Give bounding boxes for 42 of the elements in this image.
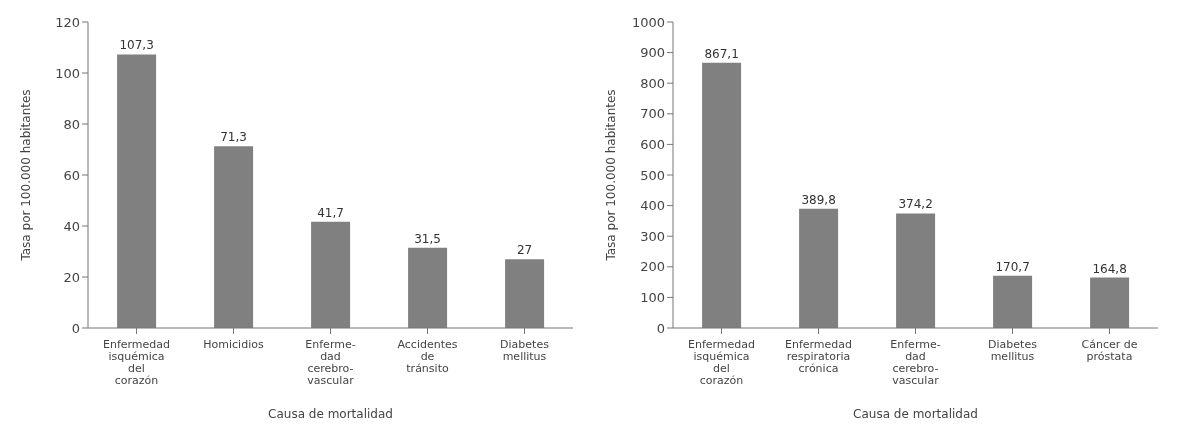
y-axis-title: Tasa por 100.000 habitantes xyxy=(604,89,619,262)
y-tick-label: 0 xyxy=(71,320,80,336)
x-tick-label: Diabetes mellitus xyxy=(500,338,550,363)
y-tick-label: 0 xyxy=(656,320,665,336)
y-tick-label: 500 xyxy=(640,167,665,183)
x-axis-title: Causa de mortalidad xyxy=(853,407,978,421)
x-tick-label: Cáncer de próstata xyxy=(1081,338,1138,363)
x-tick-label: Enfermedad respiratoria crónica xyxy=(784,338,853,375)
x-tick-label: Accidentes de tránsito xyxy=(397,338,458,375)
data-label: 170,7 xyxy=(995,259,1030,274)
data-label: 107,3 xyxy=(119,38,154,53)
y-tick-label: 20 xyxy=(63,269,80,285)
y-tick-label: 400 xyxy=(640,198,665,214)
x-tick-label: Homicidios xyxy=(203,338,264,351)
data-label: 374,2 xyxy=(898,197,933,212)
y-tick-label: 900 xyxy=(640,45,665,61)
y-tick-label: 80 xyxy=(63,116,80,132)
y-tick-label: 700 xyxy=(640,106,665,122)
y-axis-title: Tasa por 100.000 habitantes xyxy=(19,89,34,262)
y-tick-label: 1000 xyxy=(631,14,665,30)
x-tick-label: Enferme- dad cerebro- vascular xyxy=(305,338,356,387)
y-tick-label: 600 xyxy=(640,137,665,153)
y-tick-label: 200 xyxy=(640,259,665,275)
y-tick-label: 60 xyxy=(63,167,80,183)
y-tick-label: 300 xyxy=(640,228,665,244)
x-tick-label: Diabetes mellitus xyxy=(988,338,1038,363)
data-label: 41,7 xyxy=(317,205,344,220)
data-label: 164,8 xyxy=(1092,261,1127,276)
data-label: 867,1 xyxy=(704,46,739,61)
y-tick-label: 100 xyxy=(640,290,665,306)
data-label: 389,8 xyxy=(801,192,836,207)
y-tick-label: 40 xyxy=(63,218,80,234)
data-label: 71,3 xyxy=(220,130,247,145)
y-tick-label: 100 xyxy=(55,65,80,81)
data-label: 27 xyxy=(516,243,533,258)
data-label: 31,5 xyxy=(414,231,441,246)
x-tick-label: Enfermedad isquémica del corazón xyxy=(102,338,171,387)
y-tick-label: 120 xyxy=(55,14,80,30)
x-axis-title: Causa de mortalidad xyxy=(268,407,393,421)
x-tick-label: Enfermedad isquémica del corazón xyxy=(687,338,756,387)
y-tick-label: 800 xyxy=(640,75,665,91)
x-tick-label: Enferme- dad cerebro- vascular xyxy=(890,338,941,387)
